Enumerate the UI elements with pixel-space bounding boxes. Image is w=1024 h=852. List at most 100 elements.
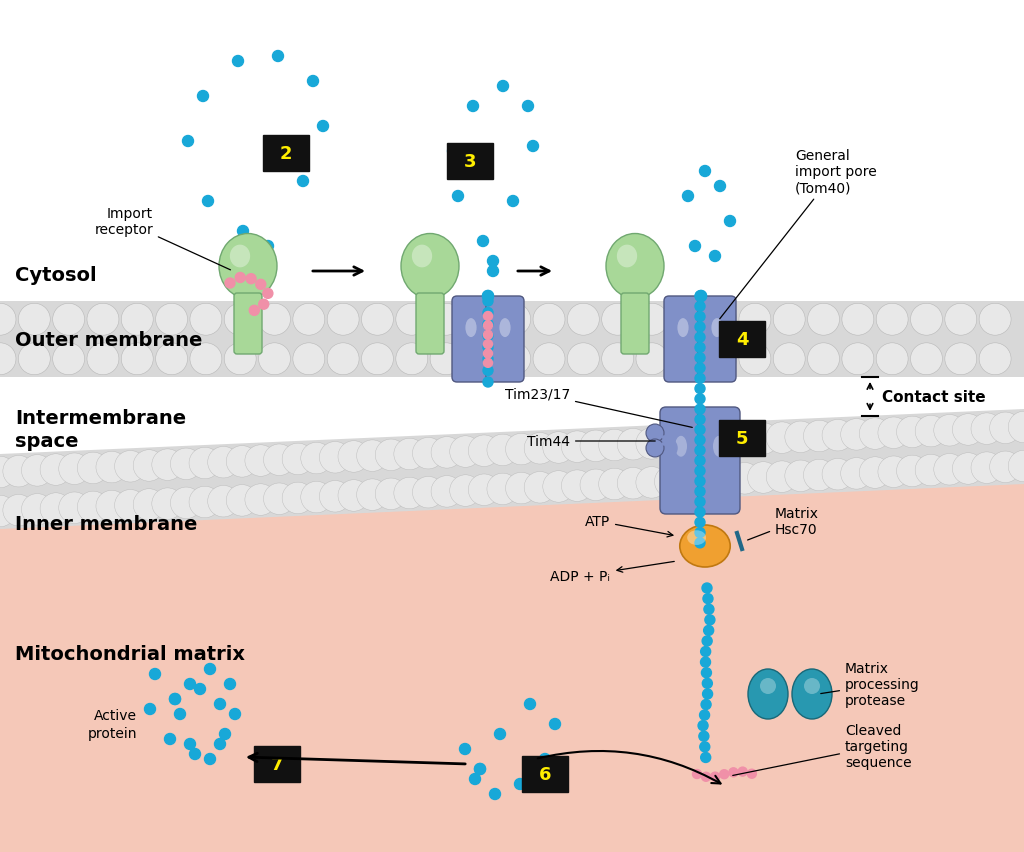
Circle shape bbox=[695, 384, 705, 394]
Circle shape bbox=[182, 136, 194, 147]
Circle shape bbox=[283, 482, 313, 514]
Circle shape bbox=[208, 447, 240, 478]
Circle shape bbox=[534, 304, 565, 336]
Circle shape bbox=[617, 429, 649, 460]
Circle shape bbox=[87, 304, 119, 336]
Circle shape bbox=[3, 495, 35, 527]
Circle shape bbox=[701, 773, 711, 781]
Circle shape bbox=[699, 711, 710, 720]
Circle shape bbox=[700, 752, 711, 763]
Circle shape bbox=[689, 241, 700, 252]
Circle shape bbox=[18, 343, 50, 375]
Circle shape bbox=[878, 417, 909, 449]
Circle shape bbox=[487, 474, 518, 505]
Circle shape bbox=[804, 421, 835, 452]
Circle shape bbox=[229, 709, 241, 720]
Circle shape bbox=[22, 494, 53, 526]
Circle shape bbox=[430, 343, 462, 375]
Circle shape bbox=[699, 166, 711, 177]
Circle shape bbox=[361, 343, 393, 375]
Circle shape bbox=[447, 147, 459, 158]
Circle shape bbox=[699, 742, 710, 752]
Circle shape bbox=[317, 121, 329, 132]
Circle shape bbox=[258, 343, 291, 375]
Circle shape bbox=[283, 444, 313, 475]
Circle shape bbox=[263, 289, 272, 299]
Circle shape bbox=[683, 192, 693, 202]
Circle shape bbox=[413, 477, 444, 509]
Circle shape bbox=[842, 304, 873, 336]
Text: Tim23/17: Tim23/17 bbox=[505, 387, 692, 428]
Circle shape bbox=[0, 304, 16, 336]
Circle shape bbox=[152, 488, 183, 520]
FancyBboxPatch shape bbox=[719, 321, 765, 358]
Circle shape bbox=[483, 354, 493, 365]
Circle shape bbox=[246, 274, 256, 285]
Ellipse shape bbox=[616, 245, 637, 268]
Circle shape bbox=[599, 469, 630, 500]
Ellipse shape bbox=[712, 319, 723, 337]
Circle shape bbox=[808, 304, 840, 336]
Circle shape bbox=[989, 412, 1021, 444]
Circle shape bbox=[487, 256, 499, 268]
Circle shape bbox=[253, 276, 263, 287]
Circle shape bbox=[338, 441, 370, 473]
Circle shape bbox=[701, 699, 711, 710]
Circle shape bbox=[673, 427, 705, 458]
Circle shape bbox=[203, 196, 213, 207]
Circle shape bbox=[483, 377, 493, 388]
Circle shape bbox=[165, 734, 175, 745]
Circle shape bbox=[189, 304, 222, 336]
Circle shape bbox=[338, 481, 370, 511]
Circle shape bbox=[602, 343, 634, 375]
Circle shape bbox=[715, 181, 725, 193]
Circle shape bbox=[842, 343, 873, 375]
Circle shape bbox=[96, 491, 127, 522]
Circle shape bbox=[468, 101, 478, 112]
Circle shape bbox=[483, 321, 493, 331]
Circle shape bbox=[971, 452, 1002, 484]
Circle shape bbox=[695, 476, 705, 486]
Circle shape bbox=[654, 466, 686, 498]
Circle shape bbox=[671, 343, 702, 375]
Circle shape bbox=[841, 458, 872, 490]
Circle shape bbox=[413, 438, 444, 469]
Circle shape bbox=[78, 492, 109, 523]
Circle shape bbox=[375, 479, 407, 510]
Circle shape bbox=[534, 343, 565, 375]
Circle shape bbox=[474, 763, 485, 774]
Circle shape bbox=[431, 476, 463, 508]
Circle shape bbox=[543, 432, 574, 463]
Circle shape bbox=[195, 683, 206, 694]
Circle shape bbox=[52, 304, 85, 336]
Circle shape bbox=[580, 430, 611, 462]
Circle shape bbox=[1009, 451, 1024, 482]
Ellipse shape bbox=[500, 319, 511, 337]
Circle shape bbox=[499, 304, 530, 336]
Text: Outer membrane: Outer membrane bbox=[15, 330, 203, 349]
Circle shape bbox=[878, 457, 909, 488]
FancyBboxPatch shape bbox=[263, 135, 309, 172]
Circle shape bbox=[144, 704, 156, 715]
Circle shape bbox=[1009, 412, 1024, 443]
Circle shape bbox=[543, 471, 574, 503]
FancyBboxPatch shape bbox=[234, 294, 262, 354]
Circle shape bbox=[483, 349, 493, 359]
Circle shape bbox=[356, 440, 388, 472]
Circle shape bbox=[695, 333, 705, 343]
Circle shape bbox=[483, 308, 493, 318]
Circle shape bbox=[468, 475, 500, 506]
Circle shape bbox=[498, 82, 509, 92]
Circle shape bbox=[483, 331, 493, 340]
Circle shape bbox=[224, 343, 256, 375]
Circle shape bbox=[263, 445, 295, 476]
Circle shape bbox=[214, 699, 225, 710]
Circle shape bbox=[695, 322, 705, 332]
Circle shape bbox=[0, 457, 15, 488]
Circle shape bbox=[673, 465, 705, 497]
Circle shape bbox=[703, 625, 714, 636]
Circle shape bbox=[257, 256, 268, 268]
Text: Import
receptor: Import receptor bbox=[94, 207, 230, 271]
Circle shape bbox=[915, 455, 946, 486]
Circle shape bbox=[298, 176, 308, 187]
